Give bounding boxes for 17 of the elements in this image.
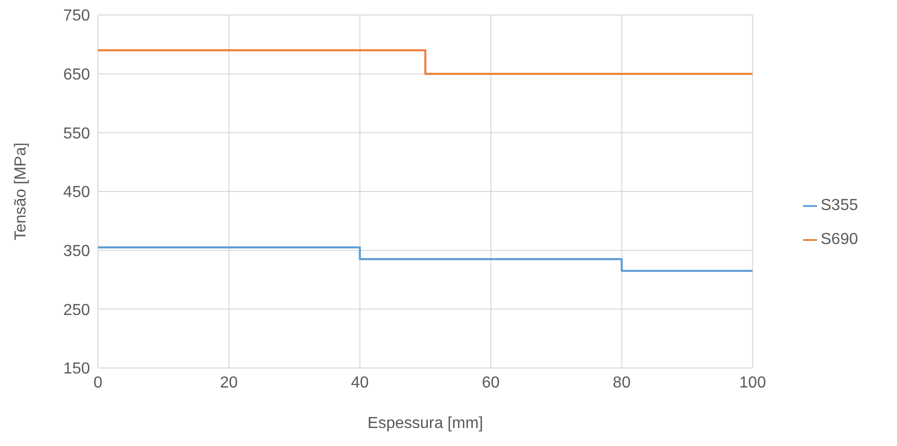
y-tick-label: 250 [63, 302, 90, 319]
y-axis-title: Tensão [MPa] [12, 142, 30, 240]
x-tick-label: 0 [94, 374, 103, 392]
y-tick-label: 450 [63, 184, 90, 202]
y-tick-label: 550 [63, 125, 90, 142]
y-tick-label: 750 [63, 8, 90, 25]
y-tick-label: 150 [63, 360, 90, 378]
x-axis-title: Espessura [mm] [368, 415, 484, 432]
x-tick-label: 20 [220, 374, 238, 392]
x-tick-label: 60 [482, 374, 500, 392]
x-tick-label: 80 [612, 374, 631, 392]
legend-label: S690 [820, 231, 858, 248]
y-tick-label: 650 [63, 66, 90, 84]
legend-label: S355 [820, 197, 858, 214]
x-tick-label: 100 [739, 374, 766, 392]
x-tick-label: 40 [350, 374, 369, 392]
y-tick-label: 350 [63, 243, 90, 260]
